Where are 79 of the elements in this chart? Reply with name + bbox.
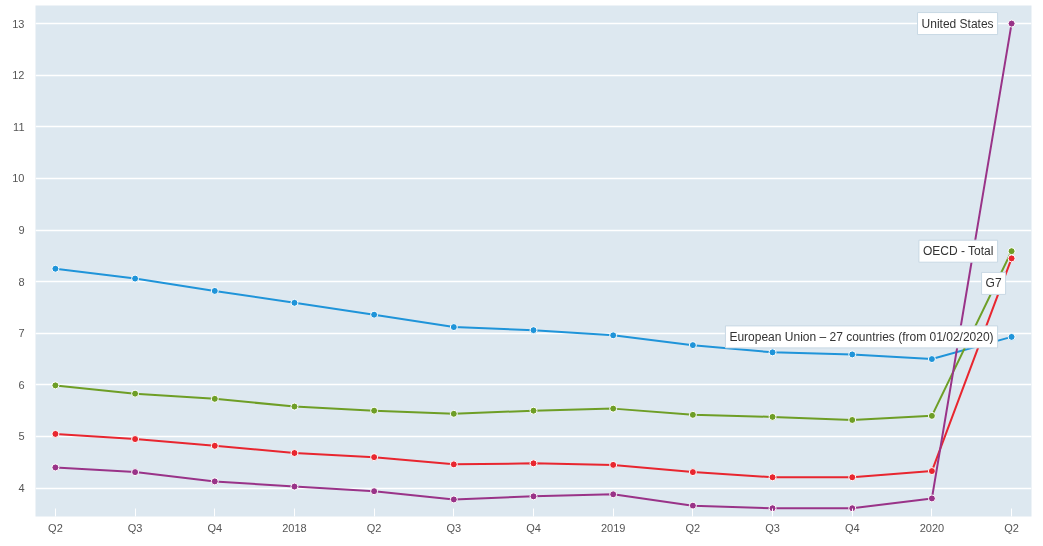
x-tick-label: Q3 — [765, 521, 780, 534]
y-tick-label: 9 — [18, 224, 25, 237]
point — [768, 473, 777, 482]
y-tick-label: 7 — [18, 327, 25, 340]
x-tick-label: Q4 — [844, 521, 860, 534]
point — [131, 274, 140, 283]
x-tick-label: Q2 — [366, 521, 382, 534]
y-tick-label: 12 — [12, 69, 25, 82]
point — [290, 482, 299, 491]
point — [131, 389, 140, 398]
x-tick-label: 2020 — [919, 521, 945, 534]
point — [848, 415, 857, 424]
x-tick-label: Q2 — [1004, 521, 1019, 534]
x-tick-label: 2019 — [600, 521, 626, 534]
point — [927, 467, 936, 476]
point — [927, 494, 936, 503]
point — [449, 323, 458, 332]
point — [529, 326, 538, 335]
point — [768, 412, 777, 421]
point — [768, 504, 777, 513]
point — [210, 286, 219, 295]
point — [51, 381, 60, 390]
y-tick-label: 13 — [12, 17, 25, 30]
series-label: European Union – 27 countries (from 01/02/2020) — [729, 329, 994, 344]
y-tick-label: 4 — [18, 482, 25, 495]
point — [927, 355, 936, 364]
x-tick-label: Q3 — [127, 521, 143, 534]
y-tick-label: 5 — [18, 430, 25, 443]
x-tick-label: Q4 — [526, 521, 541, 534]
point — [609, 460, 618, 469]
point — [449, 409, 458, 418]
x-tick-label: 2018 — [282, 521, 307, 534]
point — [529, 492, 538, 501]
point — [609, 331, 618, 340]
x-tick-label: Q2 — [48, 521, 63, 534]
series-label: G7 — [985, 276, 1002, 291]
point — [609, 490, 618, 499]
point — [848, 473, 857, 482]
point — [370, 310, 379, 319]
y-tick-label: 8 — [18, 275, 25, 288]
point — [688, 501, 697, 510]
y-tick-label: 10 — [12, 172, 25, 185]
point — [927, 411, 936, 420]
series-label: United States — [921, 16, 994, 31]
point — [688, 410, 697, 419]
series-label: OECD - Total — [922, 244, 994, 259]
point — [1007, 254, 1016, 263]
point — [370, 406, 379, 415]
point — [1007, 19, 1016, 28]
point — [51, 429, 60, 438]
point — [1007, 247, 1016, 256]
point — [51, 463, 60, 472]
x-tick-label: Q2 — [685, 521, 701, 534]
point — [370, 453, 379, 462]
point — [290, 402, 299, 411]
point — [131, 468, 140, 477]
point — [210, 394, 219, 403]
point — [290, 449, 299, 458]
y-tick-label: 6 — [18, 378, 25, 391]
point — [449, 460, 458, 469]
y-tick-label: 11 — [13, 120, 25, 133]
x-tick-label: Q3 — [446, 521, 462, 534]
point — [210, 441, 219, 450]
point — [131, 435, 140, 444]
point — [210, 477, 219, 486]
point — [688, 468, 697, 477]
point — [848, 350, 857, 359]
point — [688, 341, 697, 350]
point — [529, 406, 538, 415]
point — [848, 504, 857, 513]
point — [449, 495, 458, 504]
point — [768, 348, 777, 357]
point — [609, 404, 618, 413]
point — [290, 298, 299, 307]
point — [529, 459, 538, 468]
x-tick-label: Q4 — [207, 521, 223, 534]
point — [51, 264, 60, 273]
point — [1007, 332, 1016, 341]
point — [370, 487, 379, 496]
